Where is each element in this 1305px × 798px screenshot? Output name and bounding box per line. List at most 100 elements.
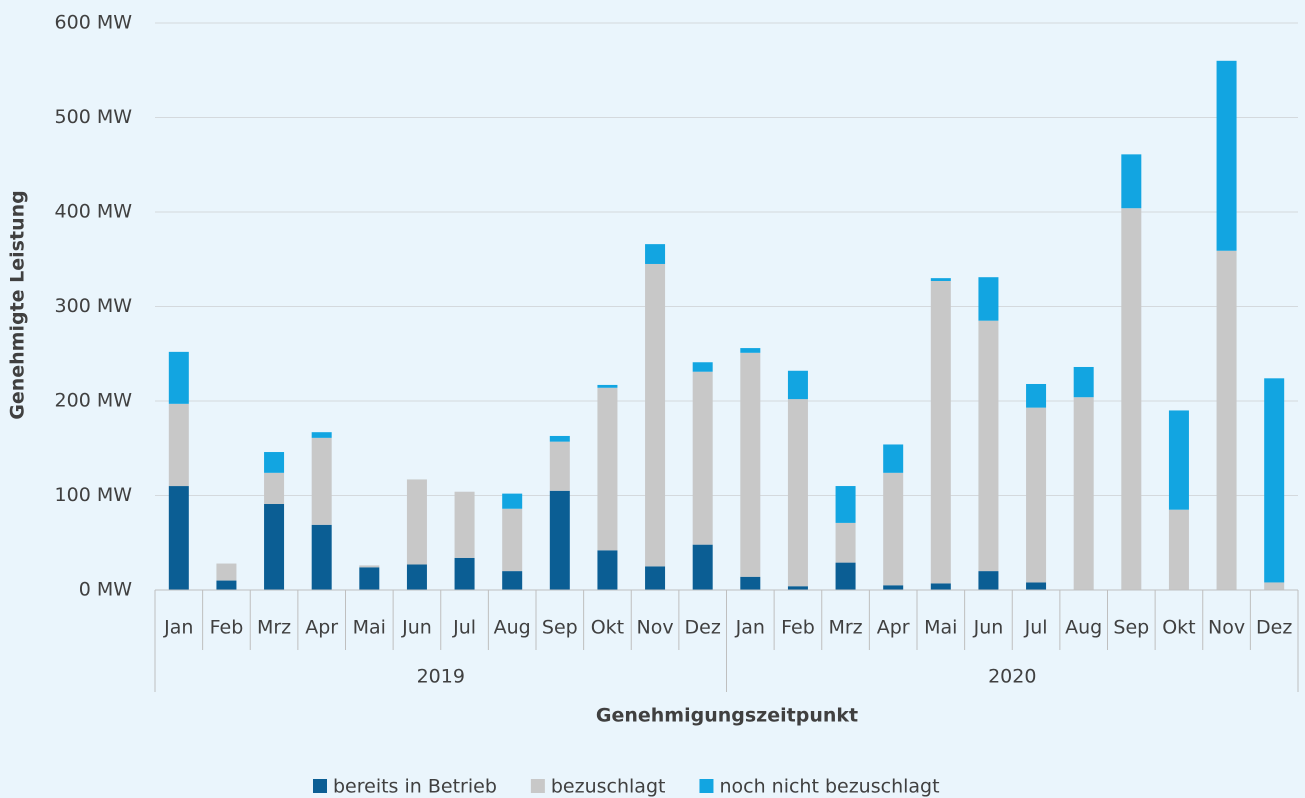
bar-segment — [216, 563, 237, 581]
bar-segment — [168, 486, 189, 590]
bar-segment — [311, 437, 332, 525]
bar-segment — [692, 371, 713, 545]
bar-segment — [883, 444, 904, 473]
bar-segment — [978, 571, 999, 590]
x-tick-label: Mai — [353, 617, 386, 639]
bar-segment — [406, 479, 427, 565]
x-tick-label: Jun — [973, 617, 1004, 639]
bar-segment — [359, 565, 380, 568]
bar-segment — [597, 387, 618, 551]
bar-segment — [978, 320, 999, 572]
y-tick-label: 500 MW — [55, 106, 133, 128]
bar-segment — [740, 352, 761, 577]
bar-segment — [692, 362, 713, 372]
bar-segment — [502, 493, 523, 509]
bar-segment — [311, 524, 332, 590]
bar-segment — [1121, 208, 1142, 590]
x-tick-label: Jun — [401, 617, 432, 639]
x-tick-label: Nov — [637, 617, 674, 639]
legend-label: bereits in Betrieb — [333, 776, 497, 798]
bar-segment — [930, 280, 951, 584]
bar-segment — [406, 564, 427, 590]
bar-segment — [787, 399, 808, 587]
y-tick-label: 600 MW — [55, 12, 133, 34]
x-tick-label: Mrz — [257, 617, 291, 639]
bar-segment — [835, 522, 856, 563]
x-tick-label: Mai — [924, 617, 957, 639]
legend-swatch — [313, 779, 327, 793]
x-tick-label: Sep — [1113, 617, 1149, 639]
bar-segment — [1216, 250, 1237, 590]
y-tick-label: 0 MW — [79, 579, 133, 601]
y-tick-label: 200 MW — [55, 390, 133, 412]
bar-segment — [311, 432, 332, 438]
bar-segment — [645, 263, 666, 567]
bar-segment — [645, 566, 666, 590]
bar-segment — [597, 550, 618, 590]
bar-segment — [216, 580, 237, 590]
bar-segment — [549, 441, 570, 491]
bar-segment — [978, 277, 999, 321]
bar-segment — [502, 508, 523, 572]
bar-segment — [264, 504, 285, 590]
bar-segment — [1026, 582, 1047, 590]
bar-segment — [883, 472, 904, 586]
bar-segment — [1026, 407, 1047, 583]
x-axis-title: Genehmigungszeitpunkt — [596, 705, 858, 727]
bar-segment — [1168, 509, 1189, 590]
bar-segment — [549, 490, 570, 590]
x-tick-label: Nov — [1208, 617, 1245, 639]
x-tick-label: Okt — [1162, 617, 1195, 639]
bar-segment — [502, 571, 523, 590]
bar-segment — [454, 557, 475, 590]
x-tick-label: Feb — [781, 617, 815, 639]
x-tick-label: Mrz — [828, 617, 862, 639]
x-tick-label: Dez — [685, 617, 721, 639]
x-tick-label: Jan — [163, 617, 193, 639]
legend-label: bezuschlagt — [551, 776, 666, 798]
y-tick-label: 100 MW — [55, 484, 133, 506]
bar-segment — [1026, 383, 1047, 408]
bar-segment — [1264, 378, 1285, 583]
y-tick-label: 300 MW — [55, 295, 133, 317]
bar-segment — [359, 567, 380, 590]
bar-segment — [454, 491, 475, 558]
legend-label: noch nicht bezuschlagt — [719, 776, 939, 798]
legend-swatch — [699, 779, 714, 793]
bar-segment — [1073, 397, 1094, 590]
bar-segment — [835, 562, 856, 590]
x-tick-label: Feb — [210, 617, 244, 639]
bar-segment — [597, 384, 618, 388]
x-tick-label: Jul — [1024, 617, 1048, 639]
bar-segment — [1168, 410, 1189, 510]
legend-swatch — [530, 779, 545, 793]
bar-segment — [787, 586, 808, 590]
bar-segment — [1216, 60, 1237, 251]
x-tick-label: Aug — [1065, 617, 1102, 639]
bar-segment — [787, 370, 808, 400]
x-tick-label: Okt — [591, 617, 624, 639]
bar-segment — [168, 351, 189, 404]
bar-segment — [549, 435, 570, 442]
x-tick-label: Dez — [1256, 617, 1292, 639]
x-tick-label: Jan — [735, 617, 765, 639]
bar-segment — [1121, 154, 1142, 209]
bar-segment — [1073, 366, 1094, 398]
y-axis-title: Genehmigte Leistung — [7, 190, 29, 419]
group-label: 2020 — [988, 666, 1036, 688]
bar-segment — [740, 348, 761, 353]
bar-segment — [168, 403, 189, 487]
bar-segment — [1264, 582, 1285, 590]
x-tick-label: Jul — [452, 617, 476, 639]
x-tick-label: Apr — [305, 617, 338, 639]
bar-segment — [645, 244, 666, 264]
bar-segment — [264, 472, 285, 505]
bar-segment — [835, 486, 856, 523]
y-tick-label: 400 MW — [55, 201, 133, 223]
x-tick-label: Aug — [494, 617, 531, 639]
bar-segment — [930, 278, 951, 281]
x-tick-label: Sep — [542, 617, 578, 639]
bar-segment — [692, 544, 713, 590]
group-label: 2019 — [417, 666, 465, 688]
